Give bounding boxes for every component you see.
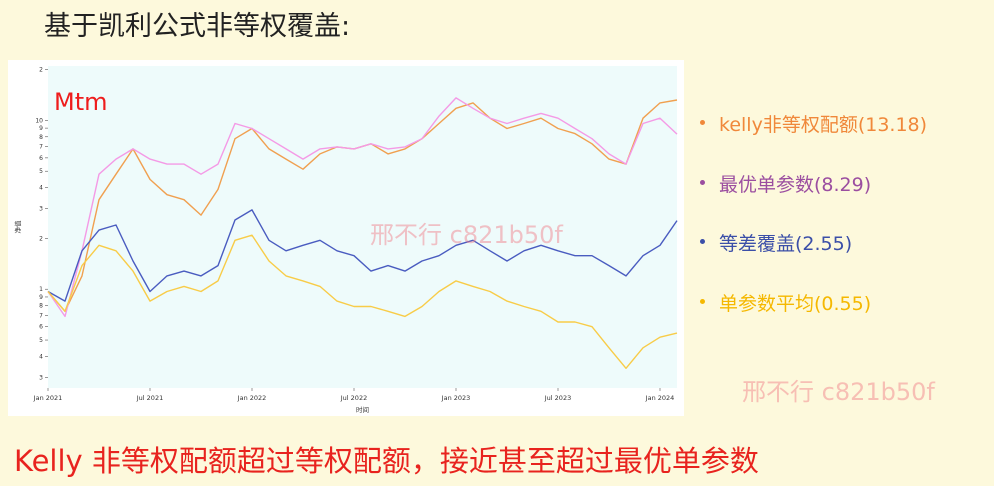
x-tick-label: Jan 2023 (441, 394, 471, 402)
y-tick-label: 5 (39, 168, 43, 175)
y-tick-label: 8 (39, 303, 43, 310)
series-line (47, 234, 678, 369)
legend-marker (700, 179, 705, 185)
watermark: 邢不行 c821b50f (742, 378, 935, 406)
watermark: 邢不行 c821b50f (370, 221, 563, 249)
legend-label: kelly非等权配额(13.18) (719, 114, 928, 136)
legend-item: 最优单参数(8.29) (700, 170, 927, 230)
y-tick-label: 4 (39, 353, 43, 360)
legend-marker (700, 298, 705, 304)
y-tick-label: 1 (39, 286, 43, 293)
x-tick-label: Jan 2024 (645, 394, 675, 402)
y-tick-label: 10 (35, 117, 43, 124)
legend-marker (700, 120, 705, 125)
slide-title: 基于凯利公式非等权覆盖: (44, 11, 351, 42)
y-tick-label: 9 (39, 294, 43, 301)
y-axis-label: 净值 (13, 220, 22, 234)
y-tick-label: 2 (39, 235, 43, 242)
x-tick-label: Jul 2023 (544, 394, 571, 402)
legend-item: 等差覆盖(2.55) (700, 229, 927, 289)
legend-label: 最优单参数(8.29) (719, 173, 872, 196)
y-tick-label: 9 (39, 125, 43, 132)
legend-marker (700, 239, 705, 244)
x-axis-label: 时间 (356, 405, 369, 414)
y-tick-label: 4 (39, 185, 43, 192)
legend-label: 等差覆盖(2.55) (719, 233, 853, 255)
plot-area (48, 66, 677, 388)
y-tick-label: 2 (39, 67, 43, 74)
y-tick-label: 7 (39, 312, 43, 319)
slide-note: Kelly 非等权配额超过等权配额，接近甚至超过最优单参数 (14, 444, 759, 478)
y-tick-label: 5 (39, 337, 43, 344)
legend-item: 单参数平均(0.55) (700, 289, 927, 349)
x-tick-label: Jul 2022 (340, 394, 367, 402)
x-tick-label: Jul 2021 (136, 394, 163, 402)
chart-title: Mtm (54, 88, 108, 116)
legend: kelly非等权配额(13.18) 最优单参数(8.29) 等差覆盖(2.55) 单参… (700, 110, 927, 348)
series-line (47, 209, 678, 302)
y-tick-label: 6 (39, 324, 43, 331)
legend-label: 单参数平均(0.55) (719, 292, 872, 315)
y-tick-label: 8 (39, 134, 43, 141)
series-line (47, 97, 678, 318)
y-tick-label: 7 (39, 144, 43, 151)
y-tick-label: 6 (39, 155, 43, 162)
legend-item: kelly非等权配额(13.18) (700, 110, 927, 170)
x-tick-label: Jan 2022 (237, 394, 267, 402)
x-tick-label: Jan 2021 (33, 394, 63, 402)
y-tick-label: 3 (39, 206, 43, 213)
y-tick-label: 3 (39, 375, 43, 382)
